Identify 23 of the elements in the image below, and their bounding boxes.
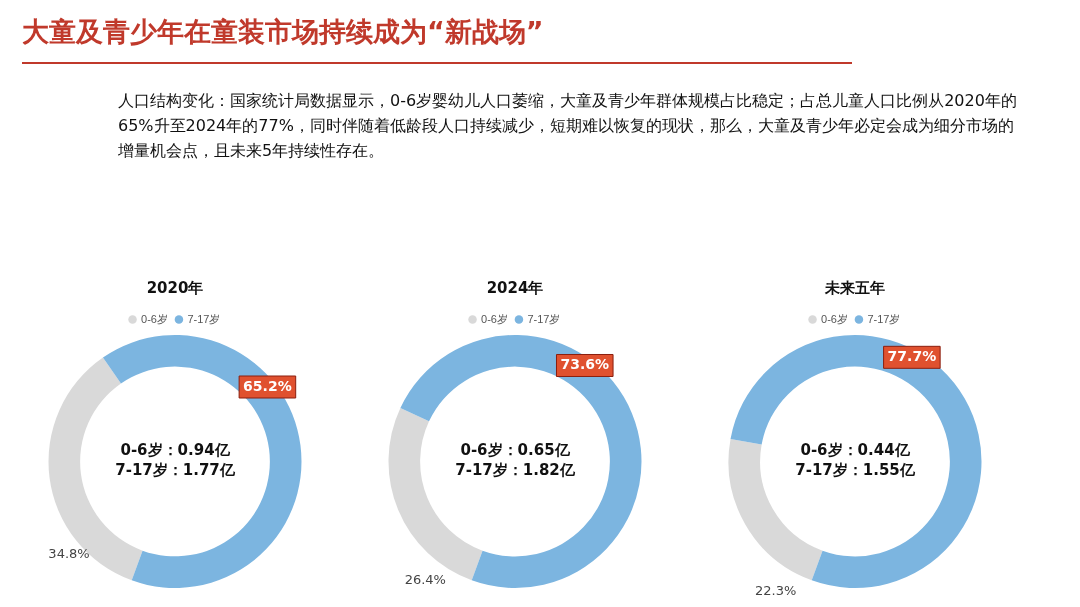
data-label: 77.7% [887,347,937,364]
text: 0-6岁：0.94亿 [120,441,231,460]
chart-title: 未来五年 [824,278,885,297]
text: 大童及青少年在童装市场持续成为“新战场” [22,15,544,49]
text: 0-6岁：0.65亿 [460,441,571,460]
text: 7-17岁：1.82亿 [455,461,576,480]
data-label: 26.4% [404,572,446,588]
data-label: 22.3% [754,583,797,599]
chart-title: 2024年 [486,278,544,297]
chart-title: 2020年 [146,278,204,297]
text: 7-17岁：1.77亿 [115,461,236,480]
text: 0-6岁：0.44亿 [800,441,911,460]
legend-label: 7-17岁 [187,312,221,325]
legend-label: 0-6岁 [481,312,508,325]
legend-label: 0-6岁 [141,312,168,325]
text: 人口结构变化：国家统计局数据显示，0-6岁婴幼儿人口萎缩，大童及青少年群体规模占比稳定；占总儿童人口比例从2020年的65%升至2024年的77%，同时伴随着低龄段人口持续减少，短期难以恢复的现状，那么，大童及青少年必定会成为细分市场的增量机会点，且未来5年持续性存在。 [118,90,1018,162]
legend-label: 7-17岁 [867,312,901,325]
data-label: 34.8% [48,546,90,562]
data-label: 73.6% [560,356,610,373]
data-label: 65.2% [243,377,292,394]
legend-label: 0-6岁 [821,312,848,325]
text: 7-17岁：1.55亿 [795,461,916,480]
legend-label: 7-17岁 [527,312,561,325]
